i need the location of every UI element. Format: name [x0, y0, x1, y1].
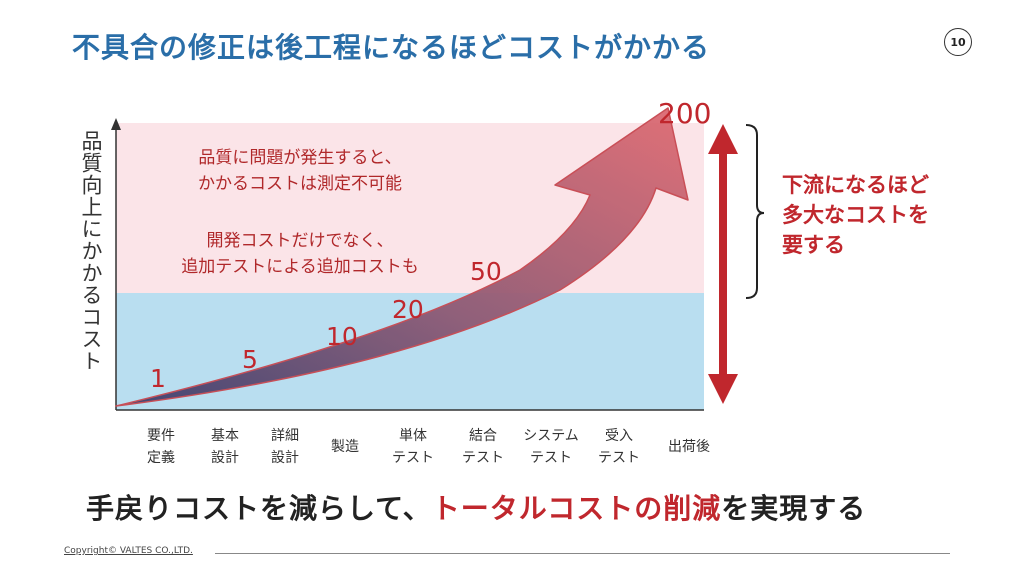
stage-manufacturing: 製造	[310, 436, 380, 458]
cost-label-50: 50	[470, 257, 502, 286]
stage-acceptance-test: 受入 テスト	[584, 425, 654, 469]
bracket	[745, 124, 765, 299]
note-line: 下流になるほど	[782, 173, 929, 197]
copyright-text: Copyright© VALTES CO.,LTD.	[64, 546, 193, 556]
note-line: 品質に問題が発生すると、	[198, 148, 402, 168]
y-axis-label: 品質向上にかかるコスト	[79, 130, 103, 372]
note-unmeasurable: 品質に問題が発生すると、 かかるコストは測定不可能	[150, 145, 450, 197]
cost-label-5: 5	[242, 345, 258, 374]
cost-growth-arrow	[115, 107, 689, 407]
stage-line: テスト	[530, 450, 572, 466]
stage-line: テスト	[598, 450, 640, 466]
y-axis-arrowhead	[111, 118, 121, 130]
footer-divider	[215, 553, 950, 554]
stage-unit-test: 単体 テスト	[378, 425, 448, 469]
stage-post-shipment: 出荷後	[654, 436, 724, 458]
stage-line: 設計	[271, 450, 299, 466]
cost-label-10: 10	[326, 322, 358, 351]
cost-label-200: 200	[658, 97, 712, 130]
note-line: 要する	[782, 233, 845, 257]
right-arrow-up-head	[708, 124, 738, 154]
stage-line: 基本	[211, 428, 239, 444]
stage-system-test: システム テスト	[512, 425, 590, 469]
bottom-message-part2: を実現する	[721, 492, 867, 525]
stage-basic-design: 基本 設計	[190, 425, 260, 469]
bottom-message-part1: 手戻りコストを減らして、	[86, 492, 432, 525]
note-line: 開発コストだけでなく、	[206, 231, 394, 251]
stage-line: 定義	[147, 450, 175, 466]
stage-line: システム	[523, 428, 579, 444]
stage-requirements: 要件 定義	[126, 425, 196, 469]
stage-line: 設計	[211, 450, 239, 466]
stage-line: テスト	[392, 450, 434, 466]
stage-line: 単体	[399, 428, 427, 444]
note-line: 多大なコストを	[782, 203, 929, 227]
note-additional-cost: 開発コストだけでなく、 追加テストによる追加コストも	[150, 228, 450, 280]
right-arrow-down-head	[708, 374, 738, 404]
stage-line: 受入	[605, 428, 633, 444]
stage-line: 結合	[469, 428, 497, 444]
note-line: かかるコストは測定不可能	[198, 174, 402, 194]
note-line: 追加テストによる追加コストも	[181, 257, 419, 277]
stage-line: 要件	[147, 428, 175, 444]
cost-label-1: 1	[150, 364, 166, 393]
cost-label-20: 20	[392, 295, 424, 324]
downstream-cost-note: 下流になるほど 多大なコストを 要する	[782, 170, 929, 260]
stage-line: 製造	[331, 439, 359, 455]
stage-line: 出荷後	[668, 439, 710, 455]
stage-line: 詳細	[271, 428, 299, 444]
page-number-badge: 10	[944, 28, 972, 56]
bottom-message-highlight: トータルコストの削減	[431, 492, 722, 525]
stage-integration-test: 結合 テスト	[448, 425, 518, 469]
stage-line: テスト	[462, 450, 504, 466]
bottom-message: 手戻りコストを減らして、トータルコストの削減を実現する	[86, 487, 866, 527]
page-title: 不具合の修正は後工程になるほどコストがかかる	[72, 31, 711, 64]
stage-detailed-design: 詳細 設計	[250, 425, 320, 469]
